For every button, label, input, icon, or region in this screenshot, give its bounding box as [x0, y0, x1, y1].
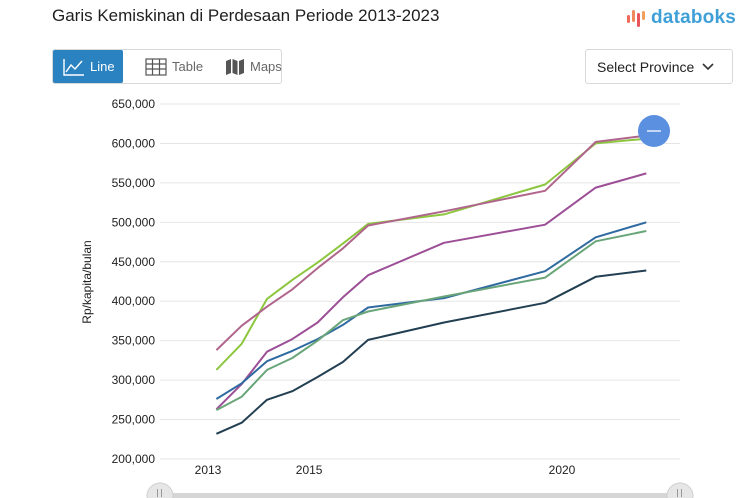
series-line-3[interactable]	[215, 172, 647, 411]
tab-line[interactable]: Line	[53, 50, 123, 83]
tab-maps[interactable]: Maps	[215, 50, 283, 83]
y-tick-label: 300,000	[112, 373, 156, 387]
table-icon	[145, 57, 167, 76]
databoks-logo[interactable]: databoks	[626, 6, 736, 30]
logo-text: databoks	[651, 7, 737, 28]
navigator-left-handle[interactable]	[146, 482, 174, 498]
grip-icon	[677, 489, 682, 497]
y-axis-ticks: 650,000 600,000 550,000 500,000 450,000 400,0…	[112, 97, 156, 466]
grip-icon	[157, 489, 162, 497]
range-navigator[interactable]	[146, 482, 694, 498]
zoom-out-button[interactable]	[638, 115, 670, 147]
line-chart-icon	[63, 58, 84, 76]
y-tick-label: 250,000	[112, 413, 156, 427]
chevron-down-icon	[702, 62, 714, 70]
page-title: Garis Kemiskinan di Perdesaan Periode 20…	[52, 6, 440, 25]
x-tick-label: 2013	[195, 463, 222, 477]
series-line-6[interactable]	[215, 269, 647, 435]
y-tick-label: 400,000	[112, 294, 156, 308]
y-tick-label: 350,000	[112, 334, 156, 348]
tab-table[interactable]: Table	[135, 50, 205, 83]
y-tick-label: 650,000	[112, 97, 156, 111]
tab-table-label: Table	[172, 59, 204, 74]
province-select[interactable]: Select Province	[585, 49, 733, 84]
x-axis-ticks: 2013 2015 2020	[195, 463, 576, 477]
y-axis-label: Rp/kapita/bulan	[80, 240, 94, 323]
databoks-logo-icon	[627, 10, 645, 27]
map-icon	[226, 58, 244, 75]
series-line-1[interactable]	[215, 137, 647, 371]
navigator-track	[160, 493, 680, 498]
grid-lines	[160, 103, 680, 460]
y-tick-label: 550,000	[112, 176, 156, 190]
province-select-label: Select Province	[597, 58, 695, 75]
view-tabs: Line Table Maps	[52, 49, 282, 84]
y-tick-label: 500,000	[112, 215, 156, 229]
series-line-4[interactable]	[215, 221, 647, 400]
series-line-5[interactable]	[215, 230, 647, 411]
series-lines	[215, 134, 647, 435]
series-line-2[interactable]	[215, 134, 647, 351]
tab-maps-label: Maps	[250, 59, 282, 74]
navigator-right-handle[interactable]	[666, 482, 694, 498]
y-tick-label: 200,000	[112, 452, 156, 466]
y-tick-label: 600,000	[112, 136, 156, 150]
y-tick-label: 450,000	[112, 255, 156, 269]
x-tick-label: 2015	[296, 463, 323, 477]
x-tick-label: 2020	[549, 463, 576, 477]
tab-line-label: Line	[90, 59, 115, 74]
